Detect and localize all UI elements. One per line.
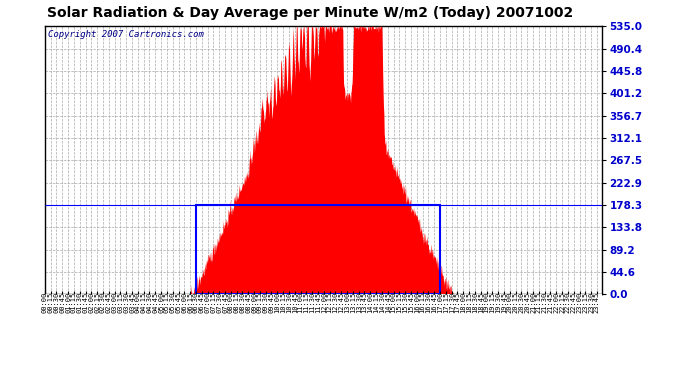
Text: Solar Radiation & Day Average per Minute W/m2 (Today) 20071002: Solar Radiation & Day Average per Minute…	[48, 6, 573, 20]
Text: Copyright 2007 Cartronics.com: Copyright 2007 Cartronics.com	[48, 30, 204, 39]
Bar	[196, 205, 440, 294]
